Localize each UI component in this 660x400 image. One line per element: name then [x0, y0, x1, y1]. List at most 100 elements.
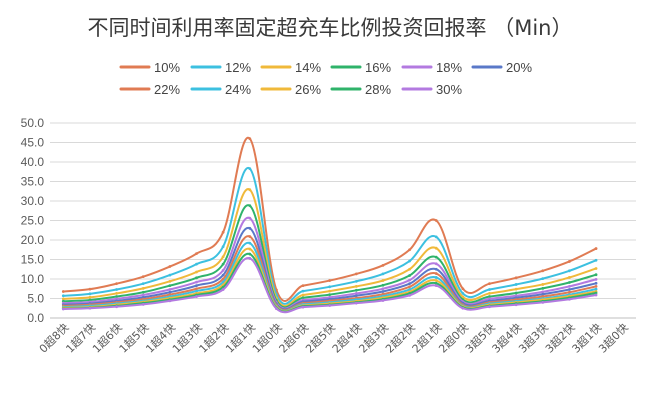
x-tick-label: 3超0快	[595, 320, 630, 355]
data-point	[354, 294, 358, 298]
legend-entry: 20%	[506, 60, 532, 75]
y-tick-label: 15.0	[21, 253, 45, 267]
data-point	[248, 252, 252, 256]
series-line	[63, 136, 597, 302]
data-point	[168, 284, 172, 288]
y-tick-label: 5.0	[27, 292, 44, 306]
data-point	[461, 287, 465, 291]
data-point	[514, 294, 518, 298]
data-point	[141, 282, 145, 286]
data-point	[514, 291, 518, 295]
data-point	[354, 272, 358, 276]
data-point	[248, 247, 252, 251]
data-point	[488, 295, 491, 298]
data-point	[168, 279, 172, 283]
data-point	[275, 307, 278, 311]
data-point	[434, 272, 438, 275]
y-tick-label: 50.0	[21, 116, 45, 130]
data-point	[434, 267, 438, 271]
data-point	[328, 295, 332, 299]
legend-entry: 10%	[154, 60, 180, 75]
data-point	[541, 283, 545, 286]
data-point	[141, 275, 145, 279]
y-tick-label: 45.0	[21, 136, 45, 150]
data-point	[115, 292, 118, 295]
data-point	[195, 252, 198, 256]
data-point	[541, 290, 545, 294]
data-point	[328, 293, 332, 296]
data-point	[141, 302, 145, 306]
data-point	[461, 306, 465, 310]
data-point	[115, 297, 118, 301]
data-point	[301, 305, 305, 309]
y-tick-label: 20.0	[21, 233, 45, 247]
legend-entry: 16%	[365, 60, 391, 75]
data-point	[434, 255, 438, 259]
data-point	[381, 292, 385, 296]
data-point	[461, 295, 465, 299]
legend-entry: 14%	[295, 60, 321, 75]
data-point	[408, 248, 411, 252]
data-point	[301, 293, 305, 297]
data-point	[221, 269, 225, 272]
data-point	[141, 290, 145, 294]
legend-entry: 22%	[154, 82, 180, 97]
data-point	[568, 297, 571, 301]
series-14pct	[61, 188, 598, 307]
data-point	[488, 305, 491, 309]
data-point	[328, 304, 332, 307]
data-point	[354, 285, 358, 288]
data-point	[594, 287, 598, 291]
data-point	[195, 276, 198, 280]
data-point	[408, 282, 411, 286]
y-tick-label: 35.0	[21, 175, 45, 189]
data-point	[168, 299, 172, 303]
data-point	[221, 277, 225, 281]
data-point	[594, 285, 598, 288]
data-point	[594, 247, 598, 250]
data-point	[301, 296, 305, 300]
data-point	[115, 305, 118, 309]
data-point	[488, 297, 491, 301]
data-point	[221, 288, 225, 291]
data-point	[301, 289, 305, 293]
data-point	[88, 295, 92, 299]
data-point	[88, 287, 92, 291]
chart-title: 不同时间利用率固定超充车比例投资回报率 （Min）	[87, 16, 573, 40]
data-point	[354, 279, 358, 283]
series-10pct	[61, 136, 598, 302]
data-point	[434, 219, 438, 222]
legend-entry: 24%	[225, 82, 251, 97]
data-point	[354, 292, 358, 295]
data-point	[168, 293, 172, 296]
series-line	[63, 167, 597, 305]
data-point	[594, 258, 598, 262]
data-point	[434, 235, 438, 239]
data-point	[381, 279, 385, 282]
data-point	[594, 273, 598, 277]
data-point	[195, 262, 198, 266]
data-point	[221, 245, 225, 249]
data-point	[594, 281, 598, 285]
data-point	[61, 299, 65, 303]
data-point	[434, 281, 438, 285]
data-point	[408, 293, 411, 297]
data-point	[248, 204, 252, 208]
data-point	[568, 288, 571, 291]
data-point	[248, 256, 252, 260]
legend-entry: 26%	[295, 82, 321, 97]
data-point	[195, 284, 198, 288]
data-point	[461, 292, 465, 295]
data-point	[248, 188, 252, 192]
data-point	[354, 288, 358, 292]
data-point	[88, 292, 92, 296]
data-point	[328, 285, 332, 289]
data-point	[248, 226, 252, 230]
legend-entry: 18%	[436, 60, 462, 75]
data-point	[514, 283, 518, 286]
data-point	[434, 262, 438, 266]
y-tick-label: 25.0	[21, 214, 45, 228]
data-point	[168, 273, 172, 277]
data-point	[514, 296, 518, 300]
data-point	[408, 278, 411, 282]
